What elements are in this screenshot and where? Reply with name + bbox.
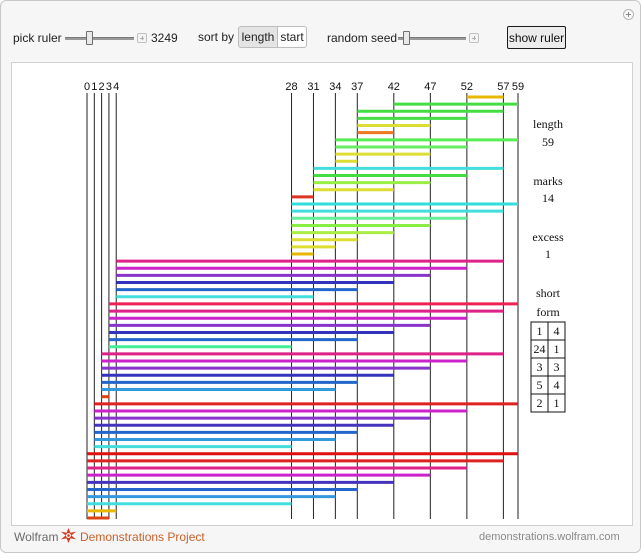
short-form-value: 1 <box>554 396 560 410</box>
site-url[interactable]: demonstrations.wolfram.com <box>479 531 620 543</box>
ruler-stats: length 59 marks 14 excess 1 short form <box>532 117 564 319</box>
pick-ruler-label: pick ruler <box>13 31 62 45</box>
excess-label: excess <box>532 230 564 244</box>
length-value: 59 <box>542 135 554 149</box>
short-form-value: 3 <box>554 360 560 374</box>
show-ruler-button[interactable]: show ruler <box>507 26 566 49</box>
wolfram-spikey-icon <box>61 528 76 543</box>
short-form-label: short <box>536 286 561 300</box>
mark-label: 31 <box>307 81 319 93</box>
marks-label: marks <box>533 174 563 188</box>
short-form-value: 2 <box>537 396 543 410</box>
short-form-value: 5 <box>537 378 543 392</box>
wolfram-label: Wolfram <box>14 530 59 544</box>
short-form-label-2: form <box>536 305 560 319</box>
mark-label: 3 <box>106 81 112 93</box>
mark-label: 0 <box>84 81 90 93</box>
pick-ruler-plus-icon[interactable] <box>137 33 147 43</box>
short-form-table: 1 424 13 35 42 1 <box>530 321 566 413</box>
mark-label: 59 <box>512 81 524 93</box>
mark-label: 2 <box>99 81 105 93</box>
ruler-canvas: 0 1 2 3 4 28 31 34 37 42 47 52 57 59 length 59 marks … <box>11 62 633 526</box>
plus-icon[interactable] <box>623 9 634 20</box>
mark-label: 34 <box>329 81 341 93</box>
random-seed-track[interactable] <box>398 37 466 40</box>
short-form-cell <box>547 393 566 413</box>
mark-label: 52 <box>461 81 473 93</box>
mark-label: 37 <box>351 81 363 93</box>
pick-ruler-thumb[interactable] <box>86 31 94 45</box>
random-seed-thumb[interactable] <box>403 31 411 45</box>
short-form-value: 1 <box>554 342 560 356</box>
excess-value: 1 <box>545 247 551 261</box>
sort-length-button[interactable]: length <box>238 26 278 48</box>
ruler-plot: 0 1 2 3 4 28 31 34 37 42 47 52 57 59 length 59 marks … <box>84 81 566 520</box>
short-form-value: 24 <box>534 342 546 356</box>
short-form-value: 4 <box>554 324 560 338</box>
demonstrations-project-link[interactable]: Demonstrations Project <box>80 530 205 544</box>
marks-value: 14 <box>542 191 554 205</box>
short-form-value: 1 <box>537 324 543 338</box>
mark-label: 1 <box>91 81 97 93</box>
pick-ruler-value: 3249 <box>151 31 178 45</box>
mark-label: 4 <box>113 81 119 93</box>
short-form-value: 4 <box>554 378 560 392</box>
sort-start-button[interactable]: start <box>277 26 307 48</box>
mark-label: 57 <box>497 81 509 93</box>
mark-label: 47 <box>424 81 436 93</box>
random-seed-plus-icon[interactable] <box>469 33 479 43</box>
difference-bars <box>87 95 518 520</box>
mark-labels: 0 1 2 3 4 28 31 34 37 42 47 52 57 59 <box>84 81 524 93</box>
mark-label: 28 <box>285 81 297 93</box>
short-form-value: 3 <box>537 360 543 374</box>
length-label: length <box>533 117 563 131</box>
sort-by-label: sort by <box>198 30 235 44</box>
random-seed-label: random seed <box>327 31 398 45</box>
pick-ruler-track[interactable] <box>65 37 134 40</box>
mark-label: 42 <box>388 81 400 93</box>
